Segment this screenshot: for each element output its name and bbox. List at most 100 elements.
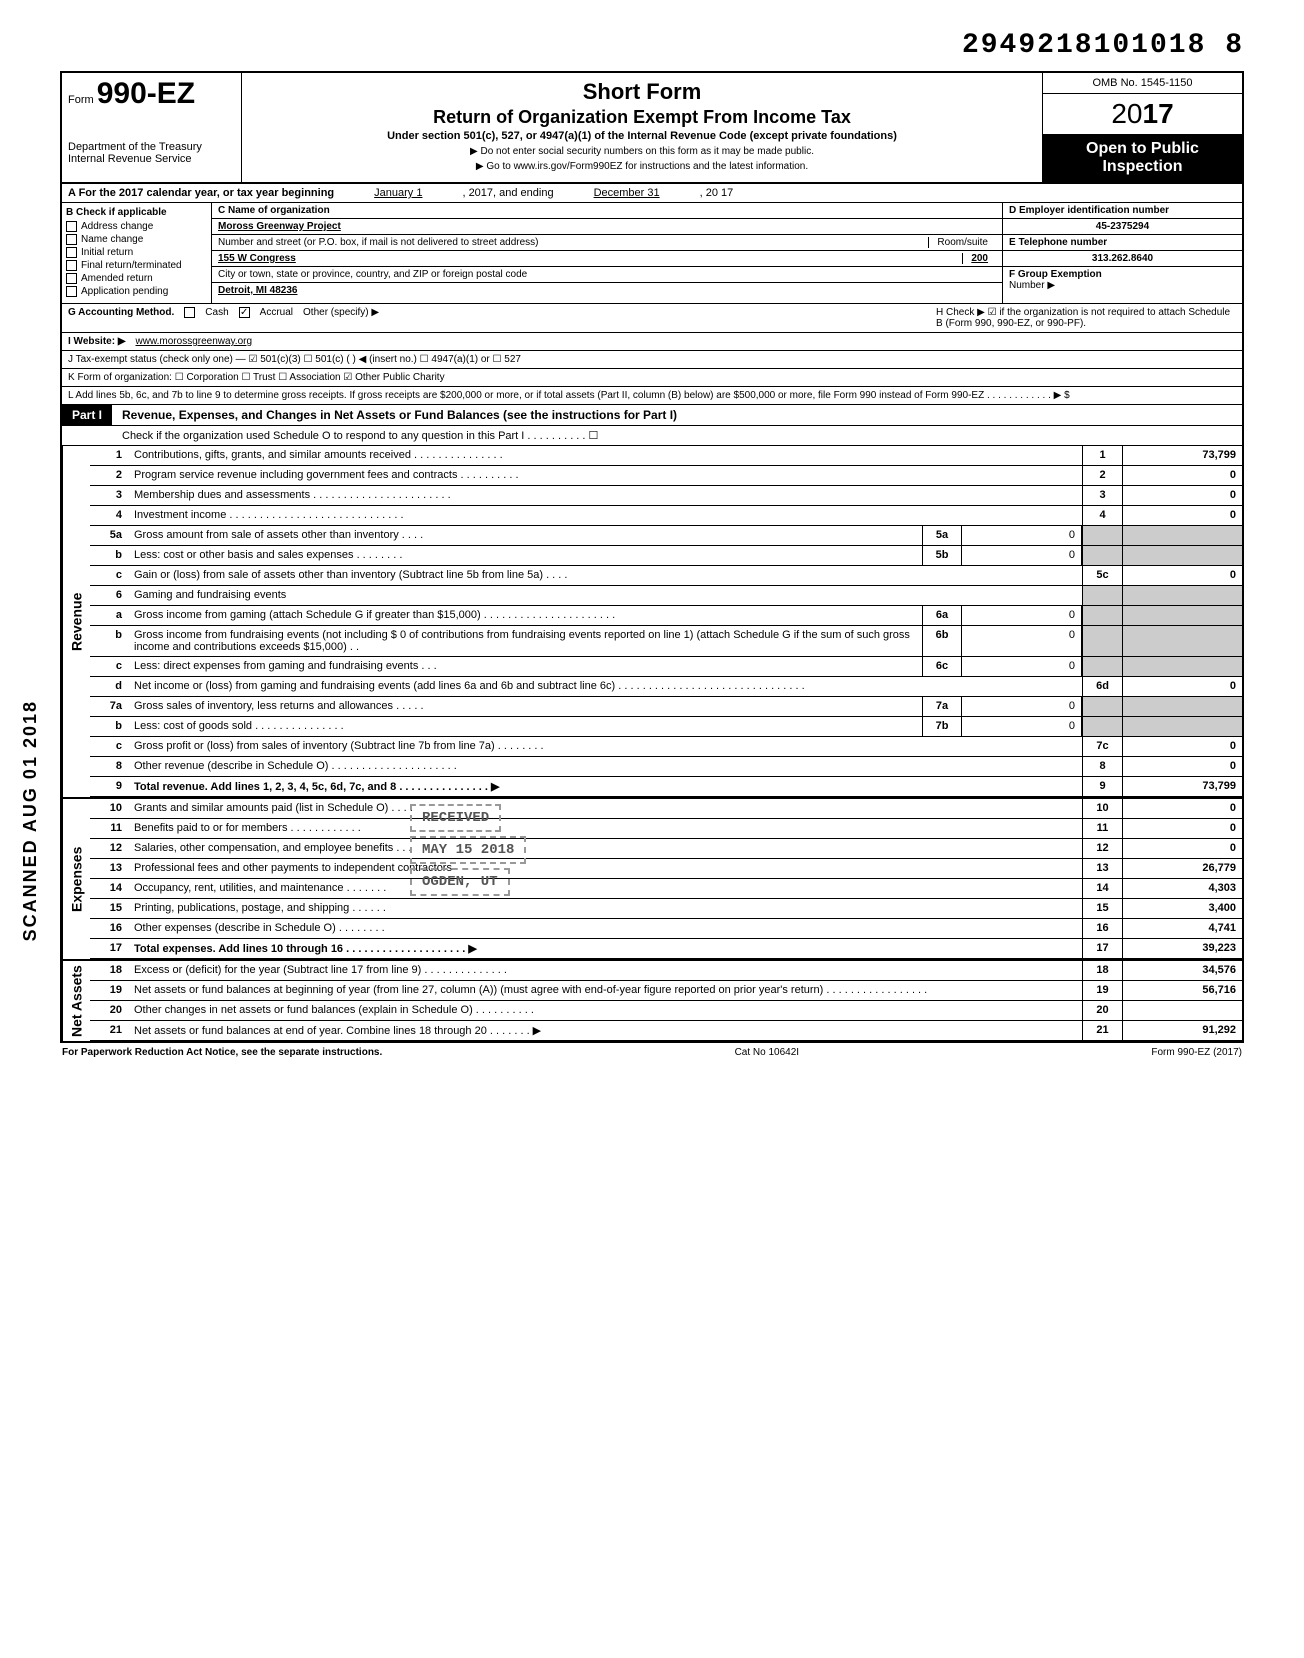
footer: For Paperwork Reduction Act Notice, see … — [60, 1043, 1244, 1062]
mid-num: 5a — [922, 526, 962, 545]
checkbox[interactable] — [66, 221, 77, 232]
line-row: bLess: cost or other basis and sales exp… — [90, 546, 1242, 566]
city-label: City or town, state or province, country… — [218, 269, 527, 280]
right-val-shaded — [1122, 546, 1242, 565]
room-label: Room/suite — [928, 237, 996, 248]
room-value: 200 — [962, 253, 996, 264]
mid-num: 7a — [922, 697, 962, 716]
right-val: 0 — [1122, 466, 1242, 485]
right-num: 9 — [1082, 777, 1122, 796]
footer-right: Form 990-EZ (2017) — [1151, 1047, 1242, 1058]
right-num-shaded — [1082, 586, 1122, 605]
line-row: 19Net assets or fund balances at beginni… — [90, 981, 1242, 1001]
checkbox-label: Application pending — [81, 286, 168, 297]
footer-mid: Cat No 10642I — [735, 1047, 800, 1058]
right-val: 3,400 — [1122, 899, 1242, 918]
checkbox[interactable] — [66, 234, 77, 245]
accrual-label: Accrual — [260, 307, 293, 329]
line-row: cGross profit or (loss) from sales of in… — [90, 737, 1242, 757]
street-value: 155 W Congress — [218, 253, 296, 264]
line-num: 11 — [90, 819, 130, 838]
checkbox[interactable] — [66, 286, 77, 297]
right-val: 0 — [1122, 486, 1242, 505]
row-a-begin: January 1 — [374, 187, 422, 199]
col-b-header: B Check if applicable — [66, 207, 207, 218]
right-val: 39,223 — [1122, 939, 1242, 958]
mid-val: 0 — [962, 657, 1082, 676]
expenses-section: Expenses RECEIVED MAY 15 2018 OGDEN, UT … — [62, 797, 1242, 959]
checkbox-label: Amended return — [81, 273, 153, 284]
row-k: K Form of organization: ☐ Corporation ☐ … — [62, 369, 1242, 387]
line-row: 20Other changes in net assets or fund ba… — [90, 1001, 1242, 1021]
name-label: C Name of organization — [218, 205, 330, 216]
line-num: b — [90, 546, 130, 565]
right-num: 18 — [1082, 961, 1122, 980]
dept-treasury: Department of the Treasury — [68, 141, 235, 153]
street-label: Number and street (or P.O. box, if mail … — [218, 237, 539, 248]
line-desc: Gaming and fundraising events — [130, 586, 1082, 605]
col-b: B Check if applicable Address change Name… — [62, 203, 212, 303]
year-bold: 17 — [1143, 98, 1174, 129]
checkbox-line: Name change — [66, 234, 207, 245]
line-desc: Gain or (loss) from sale of assets other… — [130, 566, 1082, 585]
right-val-shaded — [1122, 586, 1242, 605]
phone-value: 313.262.8640 — [1092, 253, 1153, 264]
right-num-shaded — [1082, 657, 1122, 676]
checkbox[interactable] — [66, 247, 77, 258]
line-desc: Less: direct expenses from gaming and fu… — [130, 657, 922, 676]
line-desc: Salaries, other compensation, and employ… — [130, 839, 1082, 858]
right-val: 4,303 — [1122, 879, 1242, 898]
scan-stamp: SCANNED AUG 01 2018 — [20, 700, 41, 941]
row-a-label: A For the 2017 calendar year, or tax yea… — [68, 187, 334, 199]
right-num: 8 — [1082, 757, 1122, 776]
right-num-shaded — [1082, 626, 1122, 656]
mid-val: 0 — [962, 606, 1082, 625]
h-text: H Check ▶ ☑ if the organization is not r… — [936, 307, 1236, 329]
row-a-tail: , 20 17 — [700, 187, 734, 199]
right-val: 26,779 — [1122, 859, 1242, 878]
line-desc: Grants and similar amounts paid (list in… — [130, 799, 1082, 818]
right-val-shaded — [1122, 526, 1242, 545]
checkbox-line: Final return/terminated — [66, 260, 207, 271]
checkbox-line: Initial return — [66, 247, 207, 258]
line-num: 10 — [90, 799, 130, 818]
accrual-checkbox[interactable]: ✓ — [239, 307, 250, 318]
line-row: 15Printing, publications, postage, and s… — [90, 899, 1242, 919]
checkbox[interactable] — [66, 260, 77, 271]
title-note1: ▶ Do not enter social security numbers o… — [248, 146, 1036, 157]
right-val: 0 — [1122, 737, 1242, 756]
title-cell: Short Form Return of Organization Exempt… — [242, 73, 1042, 182]
tax-year: 2017 — [1043, 94, 1242, 134]
line-desc: Professional fees and other payments to … — [130, 859, 1082, 878]
right-num: 1 — [1082, 446, 1122, 465]
mid-num: 7b — [922, 717, 962, 736]
line-row: 7aGross sales of inventory, less returns… — [90, 697, 1242, 717]
mid-val: 0 — [962, 697, 1082, 716]
right-val-shaded — [1122, 626, 1242, 656]
form-number: 990-EZ — [97, 77, 195, 110]
right-num-shaded — [1082, 606, 1122, 625]
line-num: 6 — [90, 586, 130, 605]
right-val — [1122, 1001, 1242, 1020]
line-row: dNet income or (loss) from gaming and fu… — [90, 677, 1242, 697]
mid-num: 6c — [922, 657, 962, 676]
revenue-section: Revenue 1Contributions, gifts, grants, a… — [62, 446, 1242, 797]
right-num: 6d — [1082, 677, 1122, 696]
line-row: aGross income from gaming (attach Schedu… — [90, 606, 1242, 626]
group-ex-num: Number ▶ — [1009, 280, 1055, 291]
stamp-ogden: OGDEN, UT — [410, 868, 510, 896]
checkbox-label: Address change — [81, 221, 153, 232]
line-num: 13 — [90, 859, 130, 878]
checkbox[interactable] — [66, 273, 77, 284]
line-row: 12Salaries, other compensation, and empl… — [90, 839, 1242, 859]
right-val: 0 — [1122, 819, 1242, 838]
right-val: 34,576 — [1122, 961, 1242, 980]
line-num: 9 — [90, 777, 130, 796]
line-desc: Investment income . . . . . . . . . . . … — [130, 506, 1082, 525]
mid-val: 0 — [962, 626, 1082, 656]
right-val-shaded — [1122, 657, 1242, 676]
received-stamp: RECEIVED MAY 15 2018 OGDEN, UT — [410, 804, 526, 896]
cash-checkbox[interactable] — [184, 307, 195, 318]
line-row: bGross income from fundraising events (n… — [90, 626, 1242, 657]
right-val: 0 — [1122, 506, 1242, 525]
